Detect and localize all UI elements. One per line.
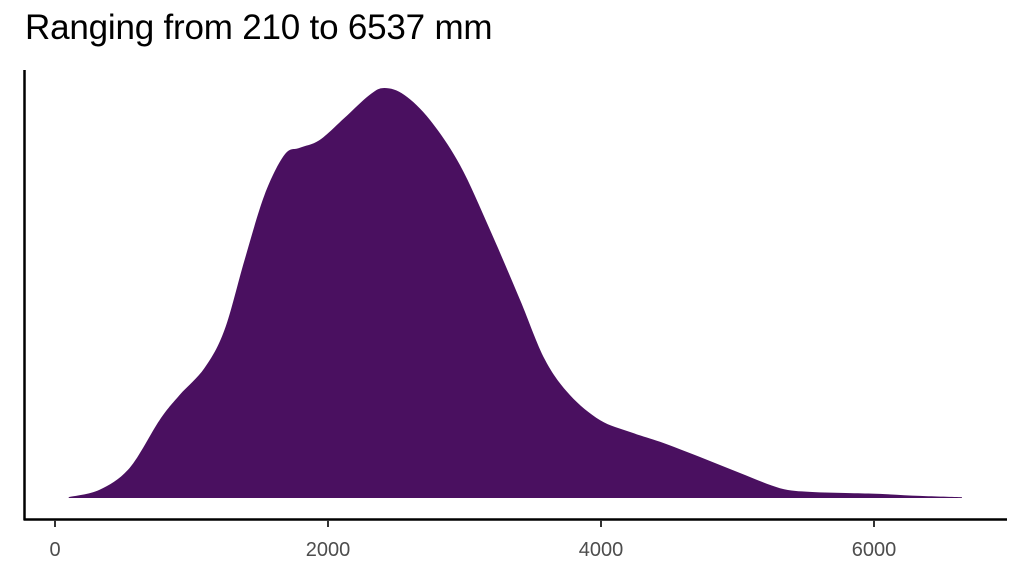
x-tick-label: 6000 bbox=[852, 539, 897, 561]
x-axis-ticks: 0 2000 4000 6000 bbox=[49, 520, 896, 561]
x-tick-label: 2000 bbox=[306, 539, 351, 561]
density-area bbox=[68, 88, 962, 498]
x-tick-label: 4000 bbox=[579, 539, 624, 561]
x-tick-label: 0 bbox=[49, 539, 60, 561]
chart-title: Ranging from 210 to 6537 mm bbox=[25, 8, 493, 47]
